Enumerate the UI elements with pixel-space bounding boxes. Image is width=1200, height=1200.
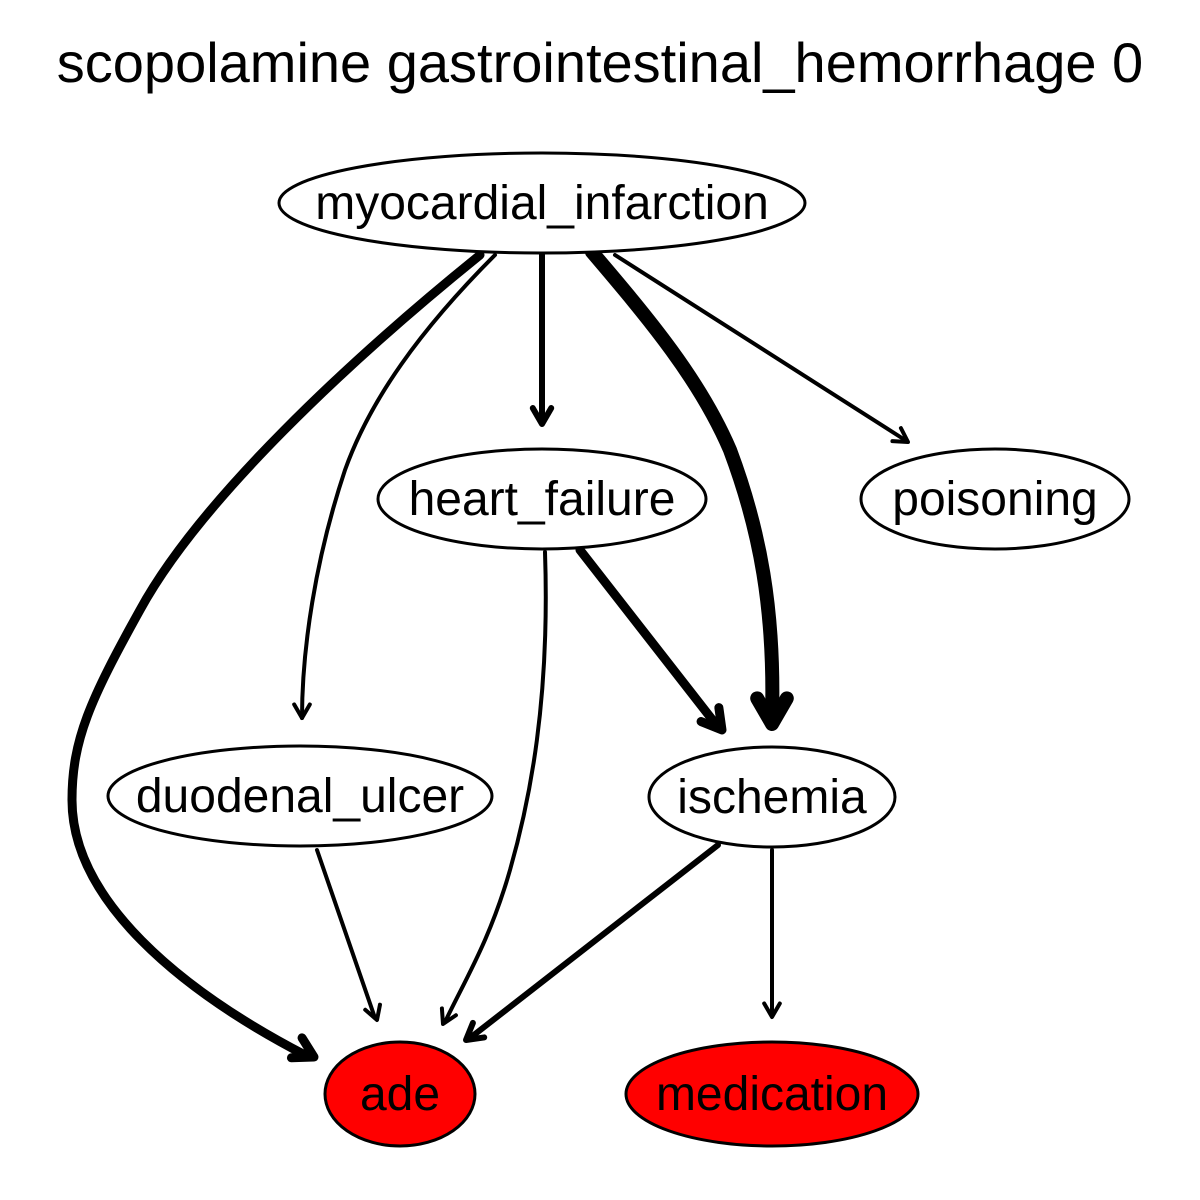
arrow-head (463, 1019, 488, 1043)
edge-line (613, 253, 907, 442)
arrow-head (529, 405, 555, 427)
node-myocardial_infarction[interactable]: myocardial_infarction (277, 151, 807, 255)
arrow-head (696, 703, 727, 735)
diagram-title: scopolamine gastrointestinal_hemorrhage … (57, 31, 1143, 94)
edge-line (443, 550, 548, 1024)
node-label: medication (656, 1068, 888, 1121)
arrow-head (890, 426, 910, 444)
arrow-head (286, 1033, 319, 1063)
edge-heart_failure-to-ischemia (575, 545, 727, 735)
node-ellipse[interactable] (323, 1040, 477, 1148)
node-label: heart_failure (409, 473, 676, 526)
edge-ischemia-to-ade (463, 842, 721, 1043)
edge-line (300, 253, 497, 720)
edges-layer (67, 245, 910, 1063)
node-ischemia[interactable]: ischemia (647, 745, 897, 849)
arrow-head (750, 691, 794, 731)
edge-line (575, 545, 723, 732)
edge-myocardial_infarction-to-heart_failure (529, 252, 555, 427)
node-ade[interactable]: ade (323, 1040, 477, 1148)
arrow-head (762, 1001, 782, 1019)
edge-heart_failure-to-ade (439, 550, 548, 1026)
edge-line (315, 848, 377, 1020)
node-label: poisoning (892, 473, 1098, 526)
node-ellipse[interactable] (106, 744, 494, 848)
node-heart_failure[interactable]: heart_failure (376, 447, 708, 551)
edge-myocardial_infarction-to-ade (67, 250, 485, 1063)
edge-myocardial_infarction-to-ischemia (585, 245, 794, 731)
arrow-head (363, 1002, 382, 1022)
node-ellipse[interactable] (376, 447, 708, 551)
edge-myocardial_infarction-to-poisoning (613, 253, 910, 444)
arrow-head (292, 702, 312, 720)
edge-ischemia-to-medication (762, 848, 782, 1019)
node-label: myocardial_infarction (315, 177, 769, 230)
node-ellipse[interactable] (859, 447, 1131, 551)
node-label: ade (360, 1068, 440, 1121)
edge-line (467, 842, 721, 1041)
node-label: duodenal_ulcer (136, 770, 464, 823)
edge-line (67, 250, 485, 1060)
edge-myocardial_infarction-to-duodenal_ulcer (292, 253, 497, 720)
node-duodenal_ulcer[interactable]: duodenal_ulcer (106, 744, 494, 848)
node-poisoning[interactable]: poisoning (859, 447, 1131, 551)
node-medication[interactable]: medication (624, 1040, 920, 1148)
edge-line (585, 245, 780, 725)
node-label: ischemia (677, 771, 867, 824)
node-ellipse[interactable] (624, 1040, 920, 1148)
node-ellipse[interactable] (277, 151, 807, 255)
edge-duodenal_ulcer-to-ade (315, 848, 382, 1022)
nodes-layer: myocardial_infarction heart_failure poison… (106, 151, 1131, 1148)
arrow-head (439, 1006, 458, 1026)
node-ellipse[interactable] (647, 745, 897, 849)
